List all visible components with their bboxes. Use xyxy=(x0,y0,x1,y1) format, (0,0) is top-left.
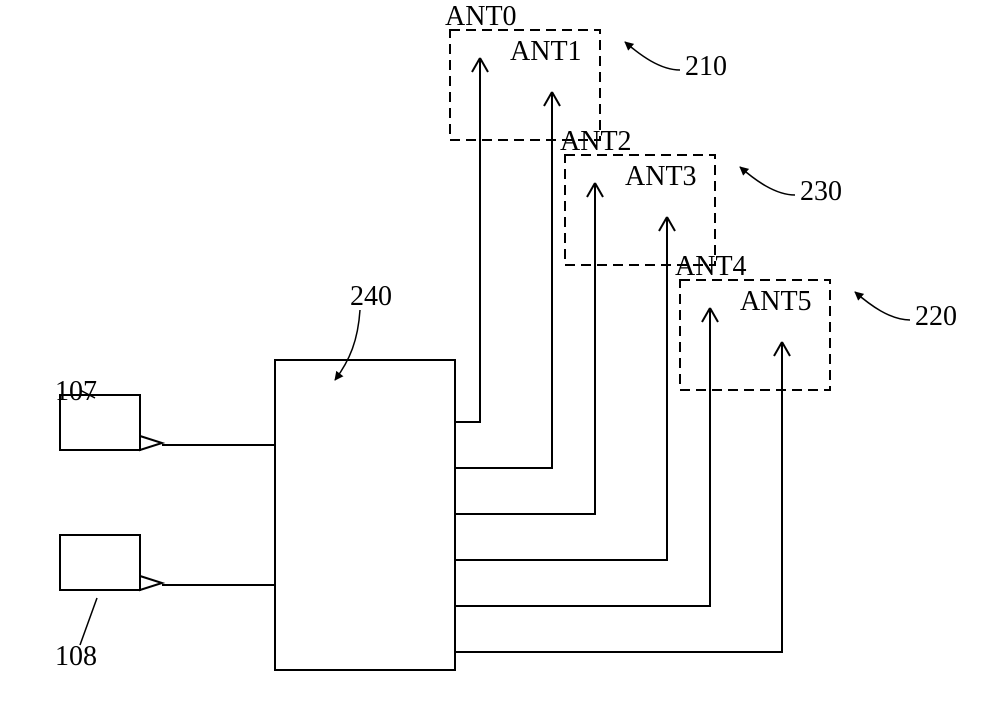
antenna-label-ANT1: ANT1 xyxy=(510,36,582,67)
wire-block-to-ant-5 xyxy=(455,390,782,652)
wire-block-to-ant-1 xyxy=(455,140,552,468)
antenna-arm-r-ANT5 xyxy=(782,342,790,356)
antenna-label-ANT3: ANT3 xyxy=(625,161,697,192)
port-block-108 xyxy=(60,535,140,590)
antenna-arm-r-ANT4 xyxy=(710,308,718,322)
wire-block-to-ant-3 xyxy=(455,265,667,560)
antenna-arm-l-ANT5 xyxy=(774,342,782,356)
antenna-arm-r-ANT2 xyxy=(595,183,603,197)
ref-label-220: 220 xyxy=(915,301,957,332)
wire-block-to-ant-0 xyxy=(455,140,480,422)
antenna-label-ANT2: ANT2 xyxy=(560,126,632,157)
antenna-label-ANT5: ANT5 xyxy=(740,286,812,317)
wire-block-to-ant-4 xyxy=(455,390,710,606)
antenna-arm-l-ANT0 xyxy=(472,58,480,72)
port-tab-108 xyxy=(140,576,162,590)
antenna-arm-l-ANT2 xyxy=(587,183,595,197)
ref-label-210: 210 xyxy=(685,51,727,82)
antenna-label-ANT4: ANT4 xyxy=(675,251,747,282)
antenna-arm-r-ANT1 xyxy=(552,92,560,106)
leader-240 xyxy=(335,310,360,380)
switch-block xyxy=(275,360,455,670)
wire-block-to-ant-2 xyxy=(455,265,595,514)
ref-label-230: 230 xyxy=(800,176,842,207)
leader-108 xyxy=(80,598,97,645)
antenna-arm-l-ANT3 xyxy=(659,217,667,231)
antenna-arm-r-ANT3 xyxy=(667,217,675,231)
ref-label-108: 108 xyxy=(55,641,97,672)
ref-label-107: 107 xyxy=(55,376,97,407)
leader-210 xyxy=(625,42,680,70)
antenna-arm-l-ANT1 xyxy=(544,92,552,106)
leader-230 xyxy=(740,167,795,195)
leader-220 xyxy=(855,292,910,320)
antenna-arm-l-ANT4 xyxy=(702,308,710,322)
ref-label-240: 240 xyxy=(350,281,392,312)
antenna-arm-r-ANT0 xyxy=(480,58,488,72)
antenna-label-ANT0: ANT0 xyxy=(445,1,517,32)
port-tab-107 xyxy=(140,436,162,450)
